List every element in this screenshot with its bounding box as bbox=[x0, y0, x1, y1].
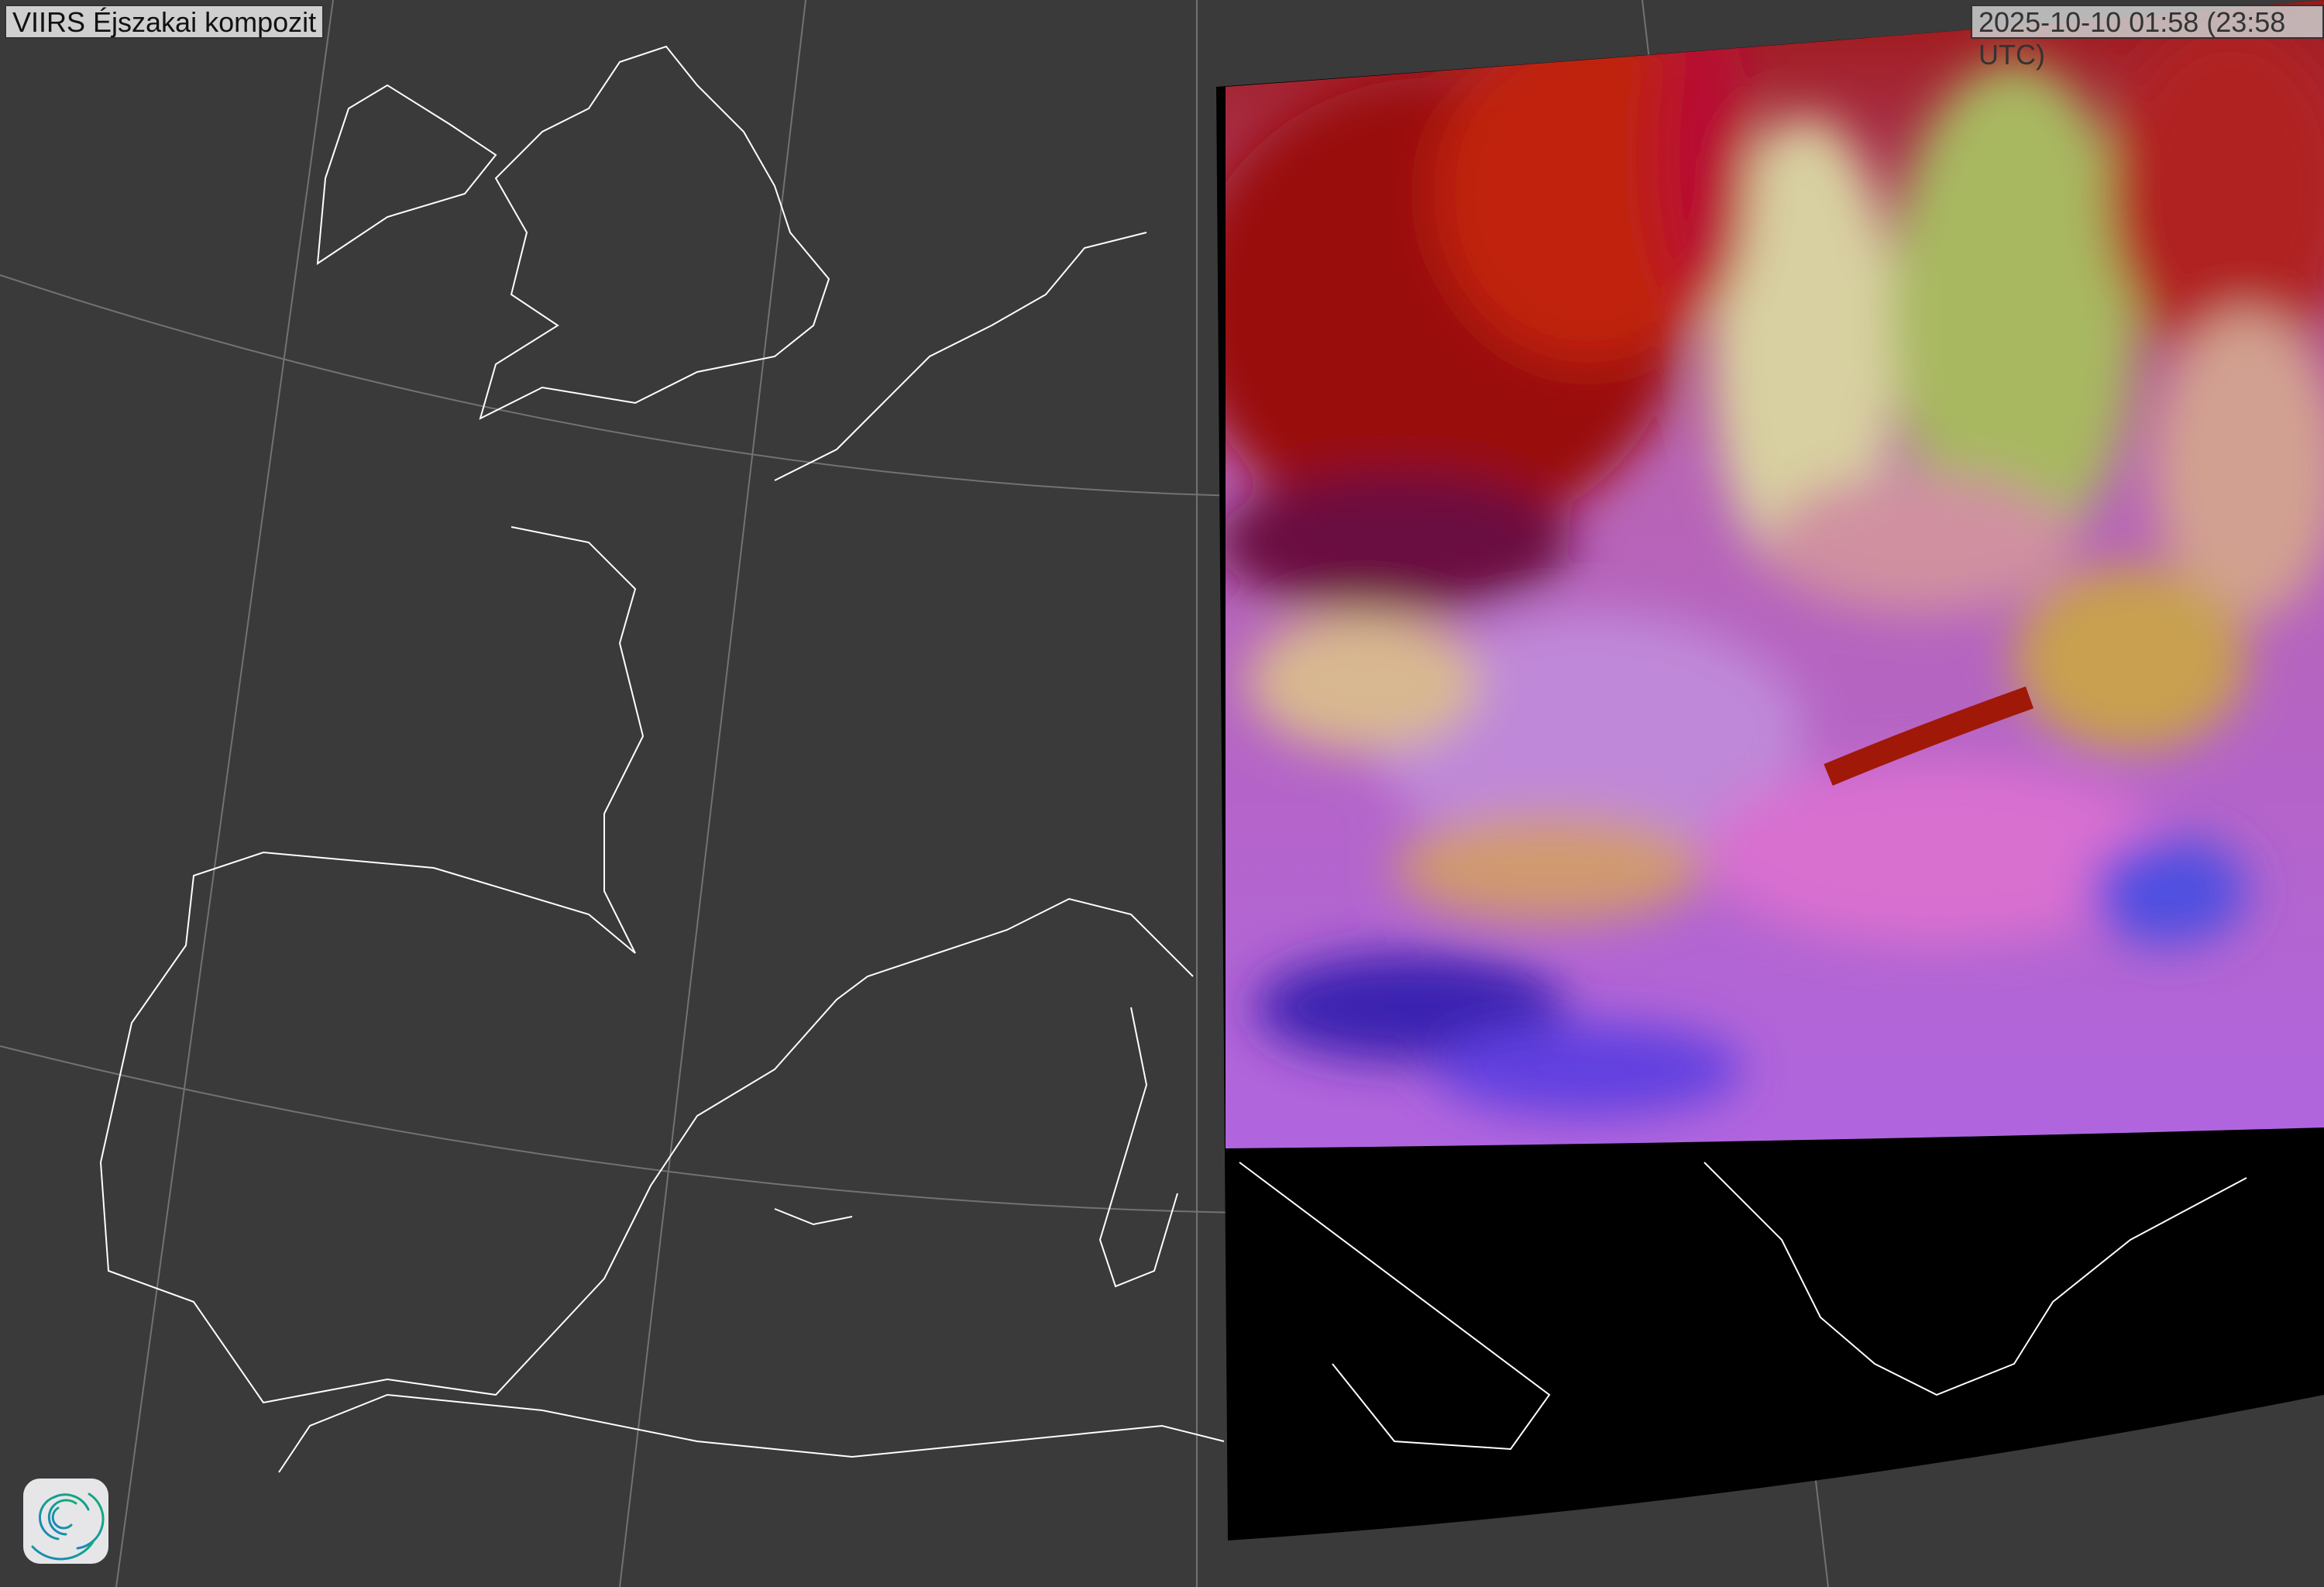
product-title: VIIRS Éjszakai kompozit bbox=[5, 5, 325, 39]
timestamp-label: 2025-10-10 01:58 (23:58 UTC) bbox=[1971, 5, 2324, 71]
viirs-composite-image bbox=[1226, 0, 2324, 1148]
swirl-logo-icon bbox=[23, 1479, 108, 1564]
coastlines bbox=[99, 45, 2247, 1473]
